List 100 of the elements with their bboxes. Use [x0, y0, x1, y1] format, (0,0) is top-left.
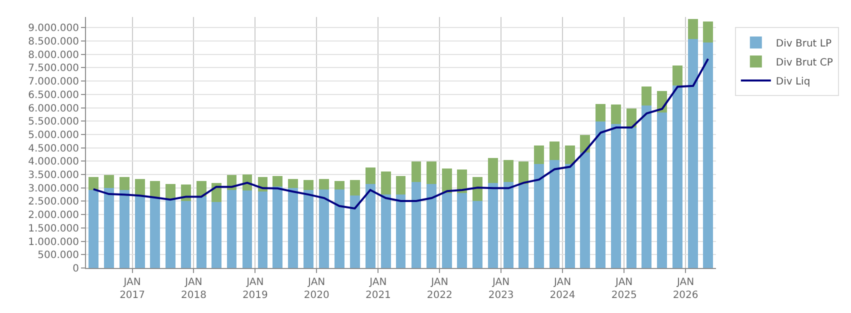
bar: [288, 188, 298, 268]
y-tick-label: 8.500.000: [28, 36, 79, 48]
y-tick-label: 500.000: [38, 250, 79, 262]
x-tick-label: JAN 2026: [672, 277, 698, 301]
bar: [688, 38, 698, 268]
bar: [272, 186, 283, 268]
bar: [642, 106, 652, 268]
y-tick-label: 9.000.000: [28, 23, 79, 34]
y-tick-label: 4.000.000: [28, 156, 79, 168]
bar: [104, 188, 114, 268]
bar: [380, 194, 391, 268]
bar: [457, 193, 468, 268]
bar: [518, 184, 529, 268]
y-tick-label: 1.500.000: [28, 223, 79, 234]
legend-label: Div Brut CP: [776, 57, 833, 68]
bar: [518, 162, 529, 184]
bar: [642, 86, 652, 106]
x-tick-label: JAN 2023: [488, 277, 514, 301]
bar: [272, 176, 283, 186]
bar: [150, 197, 160, 268]
bar: [442, 193, 452, 268]
y-tick-label: 1.000.000: [28, 236, 79, 248]
y-tick-label: 2.000.000: [28, 210, 79, 222]
bar: [226, 190, 237, 268]
bar: [411, 182, 422, 268]
bar: [472, 201, 483, 268]
y-tick-label: 7.000.000: [28, 76, 79, 88]
y-tick-label: 0: [72, 264, 79, 274]
y-tick-label: 6.000.000: [28, 103, 79, 114]
x-tick-label: JAN 2017: [120, 277, 146, 301]
y-tick-label: 4.500.000: [28, 143, 79, 154]
bar: [534, 146, 544, 164]
bar: [472, 177, 483, 202]
bar: [334, 180, 344, 190]
bar: [88, 190, 98, 268]
bar: [150, 180, 160, 198]
bar: [442, 168, 452, 194]
bar: [180, 200, 191, 268]
bar: [396, 176, 406, 194]
bar: [703, 22, 714, 43]
x-tick-label: JAN 2022: [426, 277, 452, 301]
bar: [611, 124, 622, 268]
bar: [657, 112, 668, 268]
bar: [365, 184, 376, 268]
bar: [134, 194, 145, 268]
bar: [211, 202, 222, 268]
bar: [196, 196, 206, 268]
bar: [626, 108, 637, 128]
bar: [688, 18, 698, 39]
y-tick-label: 2.500.000: [28, 196, 79, 208]
y-tick-label: 5.000.000: [28, 130, 79, 141]
bar: [534, 164, 544, 268]
bar: [380, 171, 391, 194]
bar: [565, 146, 576, 164]
y-tick-label: 6.500.000: [28, 90, 79, 101]
bar: [319, 179, 330, 190]
y-tick-label: 7.500.000: [28, 63, 79, 74]
line-series: [92, 58, 710, 210]
bar: [504, 182, 514, 268]
bar: [319, 190, 330, 268]
bar: [488, 158, 498, 183]
bar: [304, 190, 314, 268]
bar: [165, 200, 176, 268]
bar: [334, 190, 344, 268]
bar: [488, 182, 498, 268]
bar: [596, 122, 606, 268]
bar: [426, 162, 437, 184]
x-tick-label: JAN 2018: [180, 277, 206, 301]
bar: [550, 160, 560, 268]
bar: [565, 164, 576, 268]
bar: [119, 190, 130, 268]
bar: [411, 162, 422, 182]
x-tick-label: JAN 2021: [365, 277, 391, 301]
x-tick-label: JAN 2024: [550, 277, 576, 301]
bar: [611, 104, 622, 124]
bar: [88, 177, 98, 190]
bar: [504, 160, 514, 182]
legend-label: Div Liq: [776, 76, 810, 88]
y-tick-label: 8.000.000: [28, 50, 79, 61]
legend-label: Div Brut LP: [776, 38, 832, 50]
bar: [350, 196, 360, 268]
bar: [426, 184, 437, 268]
bar: [396, 194, 406, 268]
bar: [119, 177, 130, 190]
bar: [304, 180, 314, 190]
x-tick-label: JAN 2020: [304, 277, 330, 301]
bar: [550, 142, 560, 160]
bar: [104, 175, 114, 188]
bar: [134, 179, 145, 195]
bar: [242, 190, 252, 268]
y-tick-label: 3.000.000: [28, 183, 79, 194]
bar: [457, 169, 468, 194]
bar: [288, 179, 298, 188]
y-tick-label: 3.500.000: [28, 170, 79, 182]
bar: [672, 66, 683, 86]
bar: [672, 86, 683, 268]
bar: [365, 168, 376, 184]
bar: [596, 104, 606, 122]
bar: [703, 42, 714, 268]
x-tick-label: JAN 2019: [242, 277, 268, 301]
